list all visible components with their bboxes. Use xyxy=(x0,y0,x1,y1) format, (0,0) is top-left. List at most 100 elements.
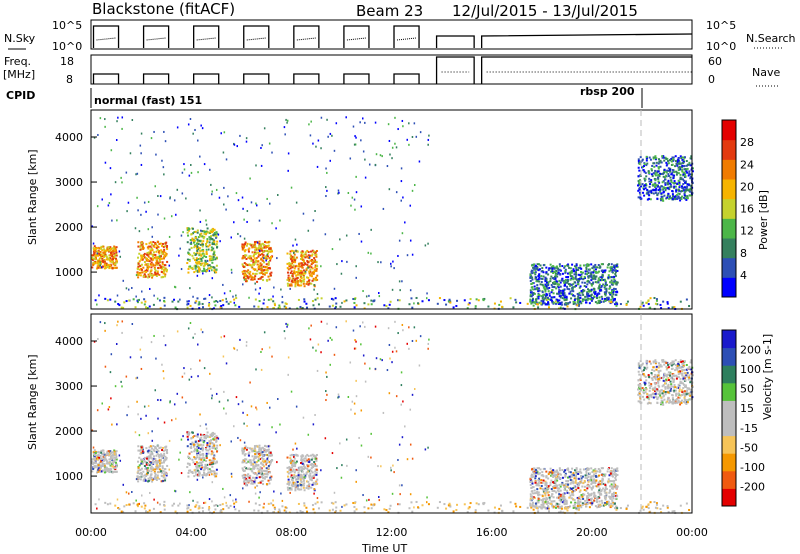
velocity-point-627 xyxy=(200,468,203,471)
power-point-1566 xyxy=(532,266,535,269)
velocity-point-1549 xyxy=(560,496,563,499)
power-point-3049 xyxy=(208,303,211,306)
power-point-2397 xyxy=(665,161,668,164)
power-point-798 xyxy=(243,256,246,259)
power-point-2478 xyxy=(653,183,656,186)
power-point-2656 xyxy=(391,146,394,149)
power-point-1564 xyxy=(530,302,533,305)
velocity-point-558 xyxy=(205,446,208,449)
power-point-12 xyxy=(103,259,106,262)
power-point-1295 xyxy=(590,279,593,282)
power-point-234 xyxy=(150,258,153,261)
power-point-1735 xyxy=(578,299,581,302)
power-point-2508 xyxy=(681,195,684,198)
velocity-point-1444 xyxy=(559,485,562,488)
velocity-point-743 xyxy=(216,444,219,447)
velocity-point-77 xyxy=(109,453,112,456)
power-point-2189 xyxy=(673,180,676,183)
power-point-2559 xyxy=(345,116,347,119)
power-point-154 xyxy=(91,258,94,261)
power-point-2057 xyxy=(666,159,669,162)
power-point-2321 xyxy=(677,166,680,169)
power-point-1311 xyxy=(555,265,558,268)
velocity-point-887 xyxy=(249,468,252,471)
power-point-1525 xyxy=(587,294,590,297)
power-point-2490 xyxy=(639,193,642,196)
power-point-2585 xyxy=(209,168,211,171)
power-point-544 xyxy=(186,262,189,265)
velocity-point-933 xyxy=(264,460,267,463)
power-point-1583 xyxy=(603,285,606,288)
power-point-2289 xyxy=(661,156,664,159)
velocity-point-921 xyxy=(252,472,255,475)
velocity-point-1682 xyxy=(586,487,589,490)
velocity-point-1478 xyxy=(561,476,564,479)
velocity-point-1641 xyxy=(534,468,537,471)
power-point-1536 xyxy=(610,279,613,282)
velocity-point-285 xyxy=(165,450,168,453)
power-point-2862 xyxy=(352,125,355,128)
velocity-point-620 xyxy=(215,472,218,475)
power-point-1204 xyxy=(298,262,301,265)
velocity-point-992 xyxy=(254,456,257,459)
velocity-point-1482 xyxy=(586,495,589,498)
velocity-point-176 xyxy=(112,462,115,465)
velocity-point-721 xyxy=(213,455,216,458)
power-colorbar-tick-1: 8 xyxy=(740,247,747,260)
velocity-point-479 xyxy=(156,452,159,455)
power-point-1065 xyxy=(295,274,298,277)
velocity-point-212 xyxy=(100,457,103,460)
power-point-1602 xyxy=(608,287,611,290)
power-point-1169 xyxy=(309,270,312,273)
velocity-point-1539 xyxy=(559,477,562,480)
velocity-point-1633 xyxy=(602,504,605,507)
power-point-355 xyxy=(154,243,157,246)
velocity-point-720 xyxy=(198,443,201,446)
power-point-2366 xyxy=(652,192,655,195)
power-point-2717 xyxy=(140,132,143,135)
velocity-point-1609 xyxy=(529,504,532,507)
power-point-1580 xyxy=(574,275,577,278)
power-point-2509 xyxy=(687,189,690,192)
velocity-point-257 xyxy=(141,462,144,465)
power-point-2609 xyxy=(341,260,343,263)
power-point-2451 xyxy=(676,182,679,185)
velocity-point-418 xyxy=(154,473,157,476)
velocity-point-1269 xyxy=(301,462,304,465)
velocity-point-1059 xyxy=(292,481,295,484)
power-point-1798 xyxy=(550,296,553,299)
power-point-778 xyxy=(247,269,250,272)
velocity-point-649 xyxy=(202,471,205,474)
velocity-point-503 xyxy=(189,457,192,460)
power-point-729 xyxy=(190,267,193,270)
power-point-423 xyxy=(152,257,155,260)
power-point-2033 xyxy=(604,279,607,282)
nsky-block-4 xyxy=(293,25,320,48)
power-point-3137 xyxy=(421,300,424,303)
velocity-point-1497 xyxy=(596,470,599,473)
power-point-451 xyxy=(154,264,157,267)
power-point-1132 xyxy=(301,273,304,276)
velocity-point-475 xyxy=(157,450,160,453)
velocity-point-525 xyxy=(209,433,212,436)
power-point-1586 xyxy=(552,277,555,280)
power-point-1829 xyxy=(553,267,556,270)
velocity-point-1395 xyxy=(594,470,597,473)
power-point-2643 xyxy=(233,143,236,146)
power-point-1138 xyxy=(289,250,292,253)
nsky-block-6 xyxy=(393,25,420,48)
power-point-712 xyxy=(206,238,209,241)
power-point-2206 xyxy=(650,181,653,184)
power-point-2718 xyxy=(283,126,286,129)
power-point-1687 xyxy=(531,293,534,296)
power-point-342 xyxy=(160,257,163,260)
power-point-558 xyxy=(205,242,208,245)
velocity-point-962 xyxy=(250,469,253,472)
velocity-scatter xyxy=(91,320,694,515)
power-point-2547 xyxy=(258,219,261,222)
velocity-point-624 xyxy=(193,475,196,478)
velocity-point-1546 xyxy=(609,497,612,500)
power-point-999 xyxy=(241,256,244,259)
power-point-2619 xyxy=(391,288,394,291)
